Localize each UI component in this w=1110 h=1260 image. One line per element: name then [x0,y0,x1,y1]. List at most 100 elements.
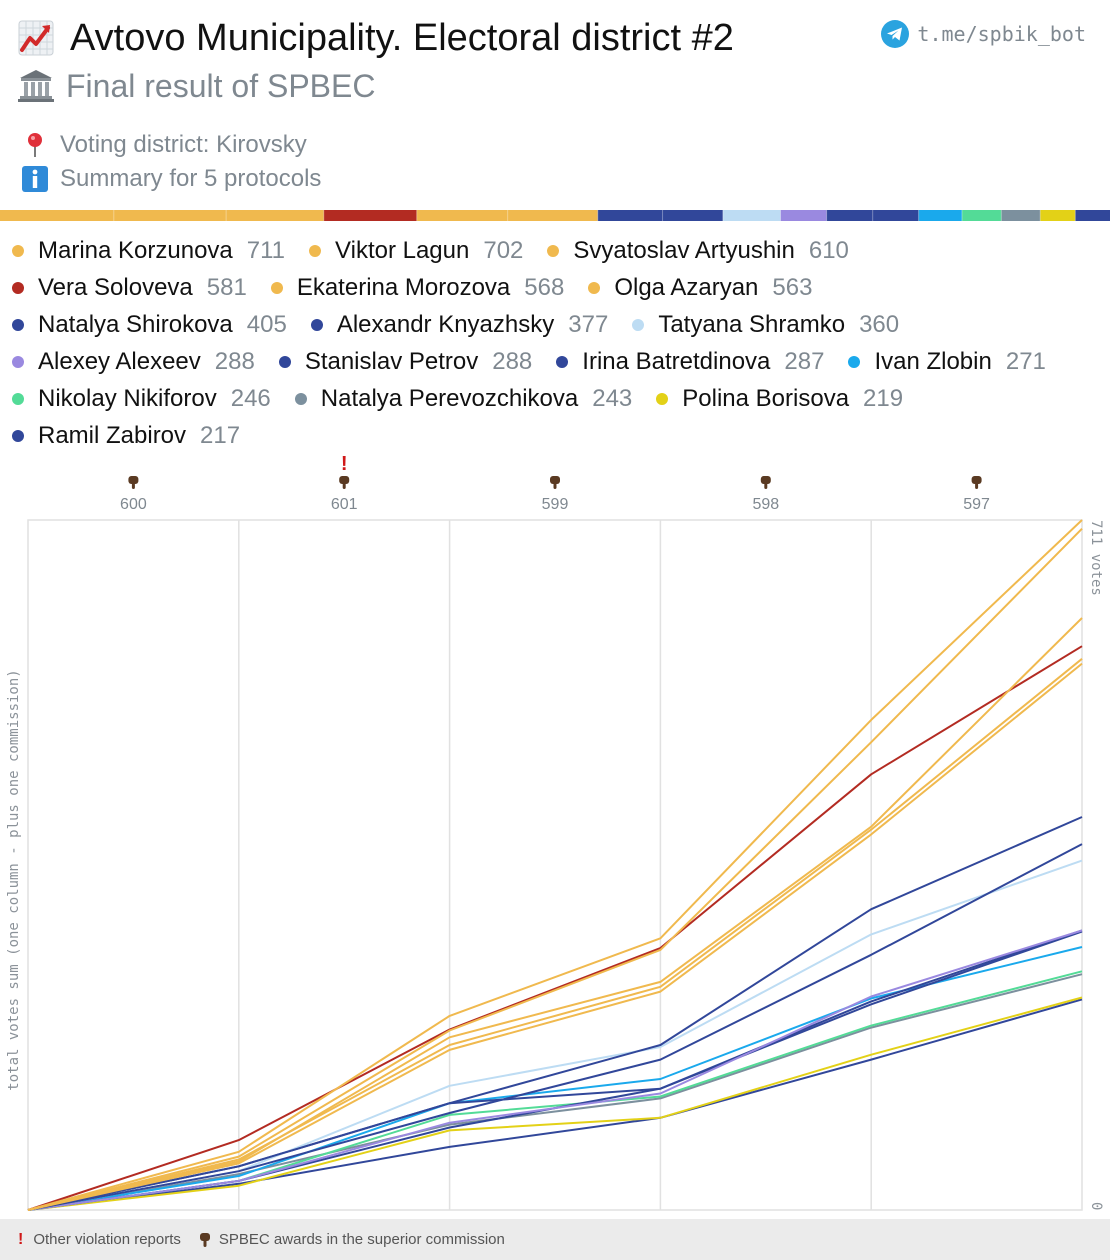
legend-value: 568 [524,273,565,301]
legend-name: Olga Azaryan [614,273,759,301]
legend-dot [310,318,323,331]
footer-violation-label: Other violation reports [33,1231,181,1248]
legend-item[interactable]: Alexandr Knyazhsky 377 [310,310,608,339]
legend-item[interactable]: Ivan Zlobin 271 [848,347,1046,376]
legend-item[interactable]: Olga Azaryan 563 [588,274,812,302]
stripe-segment [722,210,781,221]
round-pushpin-icon [28,133,42,157]
column-marker[interactable]: 597 [963,476,990,513]
y-zero-label: 0 [1088,1202,1104,1210]
legend-value: 360 [859,310,900,338]
legend-name: Stanislav Petrov [304,347,479,375]
telegram-link[interactable]: t.me/spbik_bot [881,20,1086,48]
series-line[interactable] [27,930,1083,1211]
legend-row: Nikolay Nikiforov 246 Natalya Perevozchiko… [12,380,1102,417]
series-line[interactable] [27,816,1083,1211]
legend-dot [294,392,307,405]
footer-violation: ! Other violation reports [18,1231,181,1249]
legend-name: Irina Batretdinova [582,347,771,375]
series-line[interactable] [27,662,1083,1211]
legend-value: 711 [246,236,286,264]
stripe-segment [597,210,664,221]
stripe-segment [780,210,828,221]
legend-row: Natalya Shirokova 405 Alexandr Knyazhsky 37… [12,306,1102,343]
legend-item[interactable]: Stanislav Petrov 288 [278,347,533,376]
legend-dot [12,281,24,294]
footer-award-label: SPBEC awards in the superior commission [218,1231,505,1248]
legend-item[interactable]: Vera Soloveva 581 [12,274,247,302]
legend-item[interactable]: Ekaterina Morozova 568 [270,273,565,302]
stripe-segment [662,210,724,221]
series-line[interactable] [27,929,1083,1211]
stripe-segment [961,210,1002,221]
stripe-segment [1075,210,1110,221]
series-line[interactable] [27,645,1083,1211]
series-line[interactable] [27,617,1083,1211]
summary-label: Summary for 5 protocols [60,165,322,192]
stripe-segment [226,210,325,221]
legend-item[interactable]: Nikolay Nikiforov 246 [12,385,271,413]
series-line[interactable] [27,519,1083,1211]
legend-value: 287 [784,347,825,375]
title-row: Avtovo Municipality. Electoral district … [18,12,1098,64]
legend-name: Nikolay Nikiforov [38,384,217,412]
column-label: 599 [542,496,569,513]
column-marker[interactable]: ! 601 [331,453,358,513]
legend-name: Ivan Zlobin [874,347,992,375]
legend: Marina Korzunova 711 Viktor Lagun 702 Svyato… [12,232,1102,454]
legend-item[interactable]: Viktor Lagun 702 [309,237,523,265]
legend-item[interactable]: Marina Korzunova 711 [12,237,285,265]
award-hand-icon [339,476,350,489]
legend-name: Alexandr Knyazhsky [336,310,555,338]
stripe-segment [826,210,874,221]
series-line[interactable] [27,929,1083,1211]
series-line[interactable] [27,843,1083,1211]
legend-name: Svyatoslav Artyushin [573,236,795,264]
legend-dot [556,355,569,368]
legend-item[interactable]: Svyatoslav Artyushin 610 [547,236,849,265]
stripe-segment [872,210,920,221]
column-marker[interactable]: 598 [752,476,779,513]
legend-row: Marina Korzunova 711 Viktor Lagun 702 Svyato… [12,232,1102,269]
legend-name: Natalya Perevozchikova [320,384,579,412]
exclamation-icon: ! [18,1230,24,1248]
series-line[interactable] [27,527,1083,1211]
legend-row: Alexey Alexeev 288 Stanislav Petrov 288 Irin… [12,343,1102,380]
legend-item[interactable]: Ramil Zabirov 217 [12,422,240,450]
legend-value: 405 [246,310,287,338]
legend-item[interactable]: Polina Borisova 219 [656,385,903,413]
stripe-segment [918,210,963,221]
header: Avtovo Municipality. Electoral district … [18,12,1098,196]
series-line[interactable] [27,973,1083,1211]
legend-value: 271 [1005,347,1046,375]
legend-dot [278,355,291,368]
legend-dot [309,244,322,257]
legend-item[interactable]: Tatyana Shramko 360 [632,311,899,339]
subtitle-row: Final result of SPBEC [18,64,1098,108]
legend-value: 288 [492,347,533,375]
series-line[interactable] [27,998,1083,1211]
series-line[interactable] [27,658,1083,1211]
y-max-label: 711 votes [1088,520,1104,596]
legend-item[interactable]: Natalya Shirokova 405 [12,311,287,339]
legend-item[interactable]: Irina Batretdinova 287 [556,348,824,376]
legend-dot [656,392,669,405]
column-marker[interactable]: 599 [542,476,569,513]
column-label: 597 [963,496,990,513]
legend-value: 563 [772,273,813,301]
legend-name: Viktor Lagun [335,236,470,264]
legend-item[interactable]: Natalya Perevozchikova 243 [294,384,633,413]
legend-name: Ramil Zabirov [38,421,187,449]
legend-name: Marina Korzunova [38,236,233,264]
plot-frame [27,519,1083,1211]
pointing-down-hand-icon [199,1232,210,1247]
info-icon [22,166,48,192]
legend-value: 243 [592,384,633,412]
column-marker[interactable]: 600 [120,476,147,513]
legend-name: Natalya Shirokova [38,310,233,338]
stripe-segment [0,210,115,221]
telegram-handle[interactable]: t.me/spbik_bot [917,22,1086,46]
district-row: Voting district: Kirovsky [18,128,1098,162]
legend-item[interactable]: Alexey Alexeev 288 [12,348,255,376]
series-line[interactable] [27,996,1083,1211]
